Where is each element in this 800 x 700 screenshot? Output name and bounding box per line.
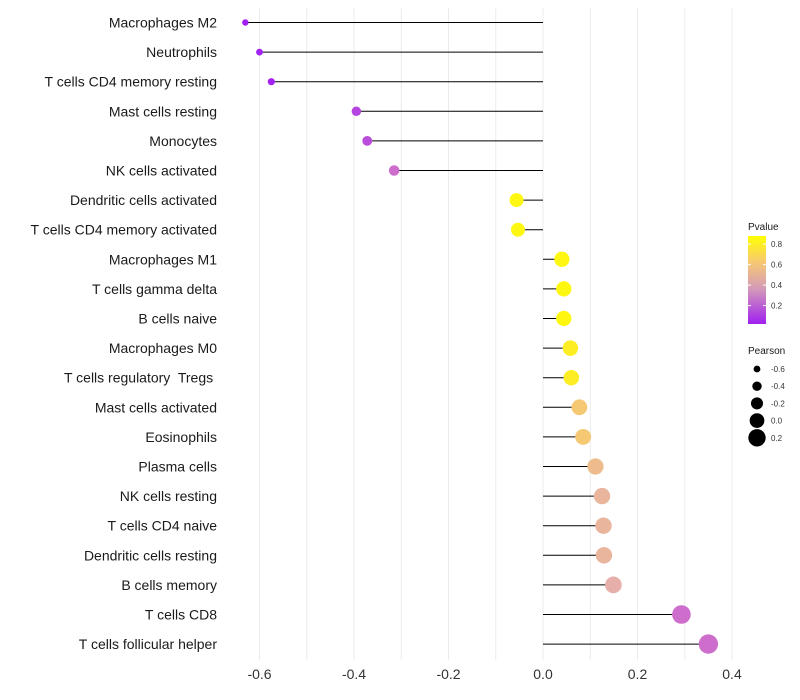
- colorbar-tick-label: 0.8: [771, 240, 783, 249]
- x-tick-label: -0.4: [342, 666, 366, 682]
- pearson-legend-title: Pearson: [748, 346, 785, 357]
- size-legend-label: -0.6: [771, 365, 785, 374]
- category-label: T cells CD4 memory activated: [31, 222, 217, 238]
- grid: [259, 8, 733, 660]
- data-point: [605, 576, 622, 594]
- category-label: T cells regulatory Tregs: [64, 370, 217, 386]
- data-point: [510, 222, 525, 237]
- size-legend-dot: [752, 381, 762, 391]
- category-label: Neutrophils: [146, 44, 217, 60]
- x-tick-label: 0.0: [533, 666, 553, 682]
- points: [242, 19, 719, 654]
- category-label: T cells follicular helper: [79, 636, 218, 652]
- data-point: [556, 281, 572, 297]
- pvalue-legend-ticks: 0.8 0.6 0.4 0.2: [748, 240, 783, 311]
- x-tick-label: 0.4: [722, 666, 742, 682]
- size-legend-label: -0.4: [771, 382, 785, 391]
- category-label: Macrophages M0: [109, 340, 217, 356]
- size-legend-dot: [748, 429, 766, 447]
- size-legend-label: 0.0: [771, 417, 783, 426]
- x-axis-ticks: -0.6 -0.4 -0.2 0.0 0.2 0.4: [247, 666, 742, 682]
- x-tick-label: 0.2: [628, 666, 648, 682]
- data-point: [556, 310, 572, 327]
- data-point: [587, 458, 604, 475]
- category-label: Mast cells activated: [95, 399, 217, 415]
- category-label: Monocytes: [149, 133, 217, 149]
- data-point: [362, 135, 373, 146]
- data-point: [509, 193, 524, 208]
- data-point: [242, 19, 249, 26]
- data-point: [388, 165, 400, 176]
- data-point: [672, 605, 691, 624]
- data-point: [575, 428, 592, 445]
- data-point: [256, 48, 263, 56]
- size-legend-label: -0.2: [771, 399, 785, 408]
- size-legend-label: 0.2: [771, 434, 783, 443]
- data-point: [267, 78, 275, 86]
- data-point: [563, 369, 580, 386]
- category-label: B cells naive: [138, 311, 217, 327]
- colorbar-tick-label: 0.6: [771, 261, 783, 270]
- category-label: NK cells resting: [120, 488, 217, 504]
- category-label: T cells CD4 memory resting: [45, 74, 217, 90]
- category-label: Mast cells resting: [109, 103, 217, 119]
- category-label: T cells gamma delta: [92, 281, 217, 297]
- x-tick-label: -0.6: [247, 666, 271, 682]
- category-label: Macrophages M1: [109, 251, 217, 267]
- pearson-legend: Pearson -0.6 -0.4 -0.2 0.0 0.2: [748, 346, 785, 447]
- category-label: Plasma cells: [138, 459, 217, 475]
- y-axis-labels: Macrophages M2 Neutrophils T cells CD4 mem…: [31, 15, 218, 653]
- data-point: [595, 547, 613, 564]
- data-point: [562, 340, 579, 356]
- data-point: [593, 487, 611, 505]
- colorbar-tick-label: 0.2: [771, 302, 783, 311]
- category-label: B cells memory: [121, 577, 217, 593]
- data-point: [595, 517, 612, 534]
- colorbar-tick-label: 0.4: [771, 281, 783, 290]
- category-label: Macrophages M2: [109, 15, 217, 31]
- size-legend-dot: [753, 365, 761, 373]
- pvalue-colorbar: [748, 236, 766, 324]
- stems: [245, 22, 709, 645]
- size-legend-dot: [750, 397, 764, 410]
- data-point: [698, 634, 719, 654]
- pvalue-legend-title: Pvalue: [748, 222, 779, 233]
- category-label: Dendritic cells activated: [70, 192, 217, 208]
- pvalue-legend: Pvalue 0.8 0.6 0.4 0.2: [748, 222, 783, 324]
- pearson-legend-items: -0.6 -0.4 -0.2 0.0 0.2: [748, 365, 785, 447]
- category-label: T cells CD8: [145, 607, 217, 623]
- category-label: Eosinophils: [145, 429, 217, 445]
- category-label: Dendritic cells resting: [84, 547, 217, 563]
- data-point: [571, 399, 588, 416]
- size-legend-dot: [749, 413, 765, 428]
- data-point: [554, 251, 570, 267]
- data-point: [351, 106, 362, 117]
- category-label: NK cells activated: [106, 163, 217, 179]
- category-label: T cells CD4 naive: [108, 518, 218, 534]
- x-tick-label: -0.2: [436, 666, 460, 682]
